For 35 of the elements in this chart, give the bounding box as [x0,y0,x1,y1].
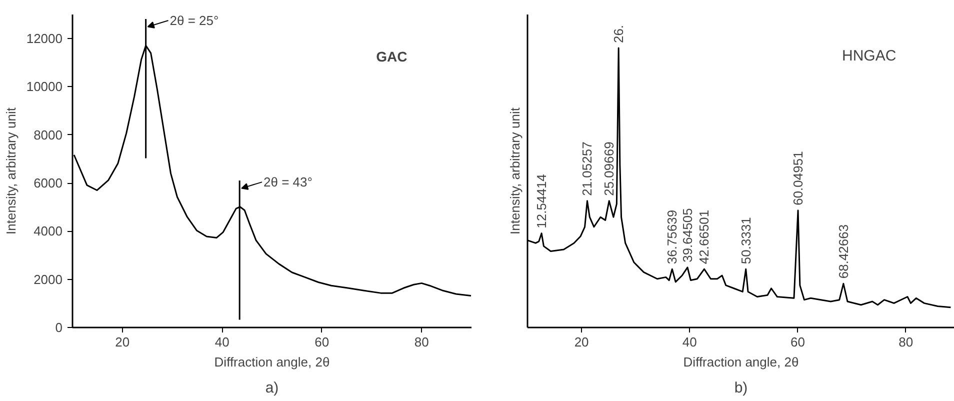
annotation: 60.04951 [790,151,806,206]
text: GAC [376,48,408,65]
x-axis-title: Diffraction angle, 2θ [214,354,330,370]
x-tick-label: 40 [682,334,697,350]
annotation: 42.66501 [696,210,712,264]
annotation: 25.09669 [602,142,617,196]
annotation: 36.75639 [664,210,680,264]
text: b) [734,380,748,396]
annotation: 26. [611,24,626,44]
annotation: 50.3331 [738,217,754,264]
y-tick-label: 8000 [34,127,62,142]
x-tick-label: 40 [214,334,230,350]
text: a) [265,380,279,396]
y-tick-label: 4000 [34,224,62,239]
x-tick-label: 20 [115,334,130,350]
annotation: 68.42663 [836,224,851,279]
ref-line-label: 2θ = 43° [264,174,312,190]
ref-line-label: 2θ = 25° [170,13,219,28]
y-axis-title: Intensity, arbitrary unit [3,107,18,234]
y-tick-label: 12000 [26,31,63,46]
y-tick-label: 0 [55,320,63,335]
x-axis-title: Diffraction angle, 2θ [683,354,799,370]
y-tick-label: 2000 [34,272,62,287]
chart-title: HNGAC [842,48,896,65]
x-tick-label: 80 [414,334,429,350]
x-tick-label: 60 [314,334,330,350]
x-tick-label: 80 [898,334,914,350]
x-tick-label: 20 [574,334,589,350]
y-axis-title: Intensity, arbitrary unit [508,107,522,234]
annotation: 21.05257 [580,142,595,196]
x-tick-label: 60 [790,334,805,350]
y-tick-label: 10000 [26,79,63,94]
annotation: 12.54414 [534,174,550,228]
y-tick-label: 6000 [34,176,62,191]
annotation: 39.64505 [680,208,695,262]
